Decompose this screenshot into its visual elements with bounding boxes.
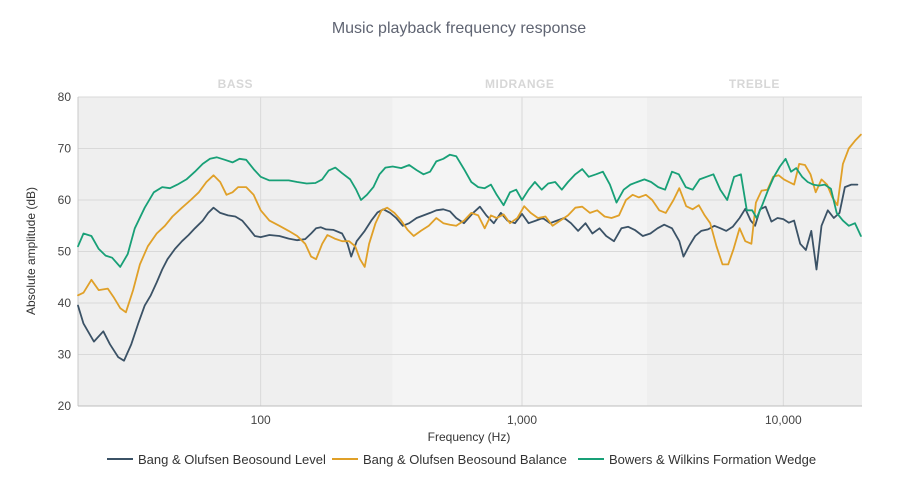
- x-tick-label: 10,000: [765, 413, 802, 427]
- series-line-1: [77, 183, 859, 362]
- legend-item-1[interactable]: Bang & Olufsen Beosound Level: [107, 452, 326, 467]
- band-label-treble: TREBLE: [729, 77, 780, 91]
- x-axis-title: Frequency (Hz): [428, 430, 511, 444]
- y-tick-label: 60: [58, 193, 72, 207]
- x-axis-ticks: 100 1,000 10,000: [251, 413, 802, 427]
- legend: Bang & Olufsen Beosound Level Bang & Oluf…: [107, 452, 816, 467]
- y-tick-label: 50: [58, 245, 72, 259]
- x-tick-label: 100: [251, 413, 271, 427]
- series-lines: [77, 133, 862, 362]
- x-tick-label: 1,000: [507, 413, 537, 427]
- legend-label: Bowers & Wilkins Formation Wedge: [609, 452, 816, 467]
- y-tick-label: 80: [58, 90, 72, 104]
- frequency-bands: BASS MIDRANGE TREBLE: [78, 77, 862, 406]
- legend-label: Bang & Olufsen Beosound Level: [138, 452, 326, 467]
- series-line-3: [77, 153, 862, 268]
- y-tick-label: 40: [58, 296, 72, 310]
- series-line-2: [77, 133, 862, 314]
- grid-lines: [77, 96, 862, 407]
- legend-item-2[interactable]: Bang & Olufsen Beosound Balance: [332, 452, 567, 467]
- y-tick-label: 30: [58, 348, 72, 362]
- legend-label: Bang & Olufsen Beosound Balance: [363, 452, 567, 467]
- chart-title: Music playback frequency response: [332, 20, 586, 37]
- y-axis-ticks: 20 30 40 50 60 70 80: [58, 90, 72, 413]
- y-axis-title: Absolute amplitude (dB): [24, 187, 38, 315]
- y-tick-label: 70: [58, 142, 72, 156]
- band-label-bass: BASS: [218, 77, 253, 91]
- band-label-midrange: MIDRANGE: [485, 77, 554, 91]
- y-tick-label: 20: [58, 399, 72, 413]
- legend-item-3[interactable]: Bowers & Wilkins Formation Wedge: [578, 452, 816, 467]
